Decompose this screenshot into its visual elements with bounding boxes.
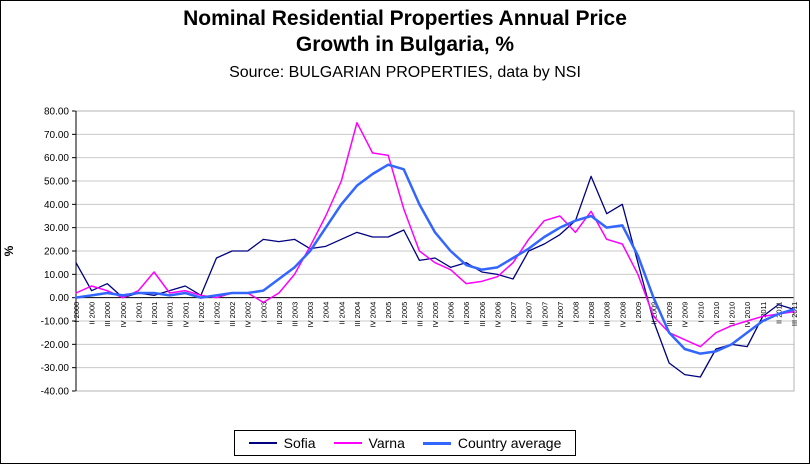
svg-text:III 2011: III 2011 xyxy=(790,302,799,326)
svg-text:-10.00: -10.00 xyxy=(41,317,70,328)
svg-text:III 2000: III 2000 xyxy=(103,302,112,327)
svg-text:III 2009: III 2009 xyxy=(665,302,674,327)
svg-text:50.00: 50.00 xyxy=(44,177,69,188)
svg-text:70.00: 70.00 xyxy=(44,130,69,141)
svg-text:I 2005: I 2005 xyxy=(384,302,393,323)
chart-title: Nominal Residential Properties Annual Pr… xyxy=(1,6,809,59)
svg-text:I 2003: I 2003 xyxy=(259,302,268,323)
legend-label-sofia: Sofia xyxy=(283,435,316,451)
svg-text:I 2001: I 2001 xyxy=(134,302,143,323)
svg-text:III 2008: III 2008 xyxy=(603,302,612,327)
svg-text:I 2006: I 2006 xyxy=(447,302,456,323)
svg-text:80.00: 80.00 xyxy=(44,107,69,118)
svg-text:IV 2005: IV 2005 xyxy=(431,302,440,328)
legend-container: Sofia Varna Country average xyxy=(1,430,809,456)
legend-item-country-average: Country average xyxy=(422,435,562,451)
chart-subtitle: Source: BULGARIAN PROPERTIES, data by NS… xyxy=(229,64,581,81)
svg-text:II 2000: II 2000 xyxy=(88,302,97,325)
svg-text:IV 2009: IV 2009 xyxy=(681,302,690,328)
svg-text:I 2000: I 2000 xyxy=(72,302,81,323)
legend-line-varna xyxy=(333,442,362,444)
svg-text:IV 2010: IV 2010 xyxy=(743,302,752,328)
svg-text:IV 2003: IV 2003 xyxy=(306,302,315,328)
svg-text:30.00: 30.00 xyxy=(44,223,69,234)
legend: Sofia Varna Country average xyxy=(233,430,577,456)
chart-title-line1: Nominal Residential Properties Annual Pr… xyxy=(183,7,627,30)
svg-text:I 2008: I 2008 xyxy=(571,302,580,323)
legend-item-varna: Varna xyxy=(333,435,405,451)
svg-text:20.00: 20.00 xyxy=(44,247,69,258)
svg-text:IV 2007: IV 2007 xyxy=(556,302,565,328)
y-axis-label: % xyxy=(2,245,16,256)
legend-label-varna: Varna xyxy=(368,435,405,451)
plot-area: % -40.00 -30.00 -20.00 -10.00 0.00 10.00 20.00… xyxy=(2,107,799,398)
svg-text:I 2002: I 2002 xyxy=(197,302,206,323)
svg-text:III 2006: III 2006 xyxy=(478,302,487,327)
svg-text:-40.00: -40.00 xyxy=(41,387,70,398)
svg-text:IV 2001: IV 2001 xyxy=(181,302,190,328)
svg-text:40.00: 40.00 xyxy=(44,200,69,211)
legend-line-sofia xyxy=(248,442,277,444)
svg-text:10.00: 10.00 xyxy=(44,270,69,281)
svg-text:II 2006: II 2006 xyxy=(462,302,471,325)
chart-title-line2: Growth in Bulgaria, % xyxy=(295,33,515,57)
svg-text:II 2002: II 2002 xyxy=(212,302,221,325)
svg-text:I 2011: I 2011 xyxy=(759,302,768,322)
svg-text:II 2004: II 2004 xyxy=(337,302,346,325)
svg-text:60.00: 60.00 xyxy=(44,153,69,164)
svg-text:II 2005: II 2005 xyxy=(400,302,409,325)
svg-text:III 2004: III 2004 xyxy=(353,302,362,327)
svg-text:III 2005: III 2005 xyxy=(415,302,424,327)
svg-text:I 2009: I 2009 xyxy=(634,302,643,323)
svg-text:0.00: 0.00 xyxy=(50,293,70,304)
svg-text:II 2001: II 2001 xyxy=(150,302,159,325)
svg-text:II 2008: II 2008 xyxy=(587,302,596,325)
svg-text:I 2004: I 2004 xyxy=(322,302,331,323)
svg-text:III 2003: III 2003 xyxy=(291,302,300,327)
svg-text:III 2002: III 2002 xyxy=(228,302,237,327)
svg-text:IV 2006: IV 2006 xyxy=(493,302,502,328)
svg-text:-20.00: -20.00 xyxy=(41,340,70,351)
svg-text:III 2010: III 2010 xyxy=(728,302,737,327)
svg-text:IV 2002: IV 2002 xyxy=(244,302,253,328)
svg-text:I 2007: I 2007 xyxy=(509,302,518,323)
svg-text:III 2001: III 2001 xyxy=(166,302,175,327)
svg-text:IV 2008: IV 2008 xyxy=(618,302,627,328)
svg-text:-30.00: -30.00 xyxy=(41,363,70,374)
svg-text:II 2009: II 2009 xyxy=(650,302,659,325)
legend-label-country-average: Country average xyxy=(457,435,562,451)
svg-text:I 2010: I 2010 xyxy=(696,302,705,323)
svg-text:III 2007: III 2007 xyxy=(540,302,549,327)
legend-line-country-average xyxy=(422,441,451,445)
svg-text:II 2010: II 2010 xyxy=(712,302,721,325)
svg-text:IV 2000: IV 2000 xyxy=(119,302,128,328)
legend-item-sofia: Sofia xyxy=(248,435,316,451)
svg-text:II 2007: II 2007 xyxy=(525,302,534,325)
svg-text:IV 2004: IV 2004 xyxy=(369,302,378,328)
svg-text:II 2003: II 2003 xyxy=(275,302,284,325)
